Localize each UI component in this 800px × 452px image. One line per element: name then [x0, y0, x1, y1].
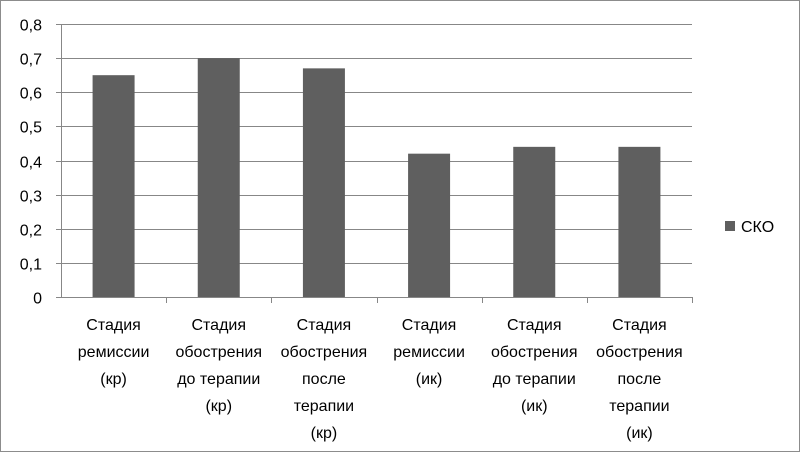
x-tick-label: ремиссии: [78, 344, 150, 361]
x-tick-label: обострения: [175, 344, 262, 361]
y-tick-label: 0,7: [20, 52, 42, 69]
x-tick-label: Стадия: [507, 317, 562, 334]
x-tick-label: после: [302, 371, 346, 388]
y-tick-label: 0,3: [20, 189, 42, 206]
x-tick-label: Стадия: [612, 317, 667, 334]
x-tick-label: обострения: [281, 344, 368, 361]
y-tick-label: 0,6: [20, 86, 42, 103]
x-tick-label: (ик): [416, 371, 443, 388]
bar: [92, 75, 135, 297]
y-tick-label: 0,8: [20, 18, 42, 35]
x-tick-label: (кр): [100, 371, 127, 388]
y-tick-label: 0,2: [20, 223, 42, 240]
x-tick-label: (кр): [205, 398, 232, 415]
bar: [513, 146, 556, 297]
y-tick-label: 0: [33, 291, 42, 308]
y-tick-label: 0,5: [20, 120, 42, 137]
x-tick-label: после: [618, 371, 662, 388]
x-tick-label: Стадия: [297, 317, 352, 334]
x-tick-label: (ик): [626, 425, 653, 442]
x-tick-label: терапии: [294, 398, 354, 415]
x-tick-label: Стадия: [402, 317, 457, 334]
y-tick-label: 0,1: [20, 257, 42, 274]
x-tick-label: (кр): [311, 425, 338, 442]
legend-label: СКО: [741, 219, 774, 236]
bar: [197, 58, 240, 297]
x-tick-label: (ик): [521, 398, 548, 415]
y-tick-label: 0,4: [20, 155, 42, 172]
x-tick-label: до терапии: [177, 371, 260, 388]
x-tick-label: Стадия: [191, 317, 246, 334]
bar: [408, 153, 451, 297]
bar: [302, 68, 345, 297]
x-tick-label: терапии: [609, 398, 669, 415]
x-tick-label: обострения: [596, 344, 683, 361]
x-tick-label: Стадия: [86, 317, 141, 334]
x-tick-label: обострения: [491, 344, 578, 361]
x-tick-label: ремиссии: [393, 344, 465, 361]
x-tick-label: до терапии: [493, 371, 576, 388]
legend-swatch: [725, 221, 735, 231]
bar: [618, 146, 661, 297]
